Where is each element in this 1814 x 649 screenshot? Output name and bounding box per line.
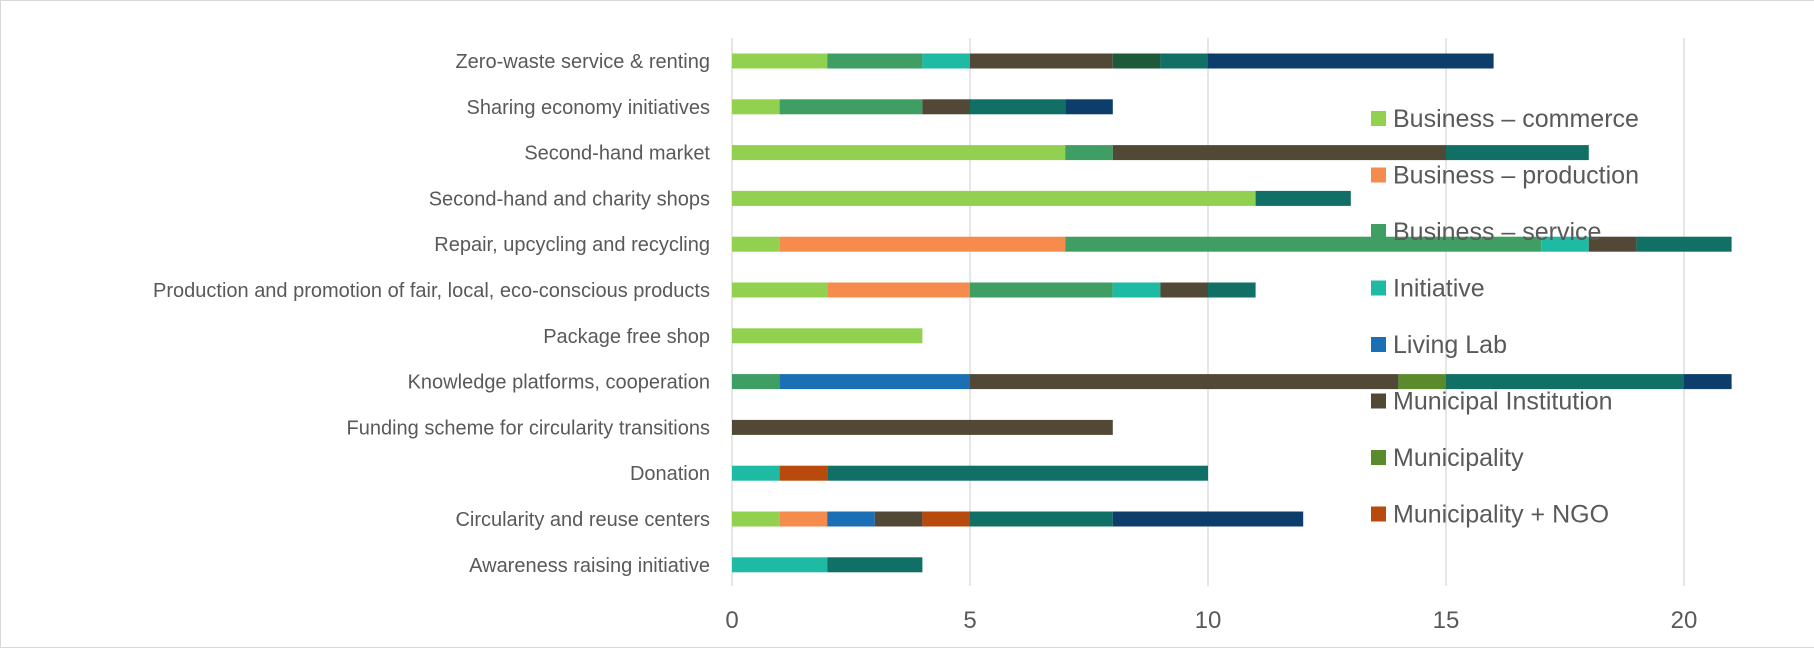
bar-segment	[970, 282, 1113, 298]
category-label: Circularity and reuse centers	[455, 509, 710, 531]
legend: Business – commerce Business – production…	[1371, 105, 1639, 529]
bar-segment	[827, 465, 1208, 481]
bars	[732, 53, 1732, 573]
category-label: Package free shop	[543, 326, 710, 348]
legend-label: Business – commerce	[1393, 105, 1639, 133]
bar-segment	[874, 511, 923, 527]
bar-segment	[779, 511, 828, 527]
category-label: Sharing economy initiatives	[467, 97, 710, 119]
category-labels: Zero-waste service & renting Sharing econ…	[153, 51, 710, 577]
x-tick-label: 5	[963, 607, 976, 634]
bar-segment	[1636, 236, 1732, 252]
legend-label: Living Lab	[1393, 331, 1507, 359]
bar-segment	[970, 511, 1113, 527]
legend-label: Initiative	[1393, 275, 1485, 303]
bar-segment	[732, 328, 923, 344]
bar-segment	[732, 236, 780, 252]
legend-swatch	[1371, 167, 1386, 183]
x-tick-label: 15	[1433, 607, 1460, 634]
bar-segment	[1112, 53, 1161, 69]
bar-segment	[1112, 282, 1161, 298]
legend-swatch	[1371, 393, 1386, 409]
bar-segment	[970, 374, 1399, 390]
bar-segment	[1160, 53, 1208, 69]
bar-segment	[779, 99, 923, 115]
bar-segment	[1446, 145, 1589, 161]
bar-segment	[779, 465, 828, 481]
legend-swatch	[1371, 111, 1386, 126]
bar-segment	[970, 53, 1113, 69]
legend-label: Municipality	[1393, 444, 1524, 472]
bar-segment	[1255, 190, 1351, 206]
legend-label: Business – service	[1393, 218, 1601, 246]
category-label: Zero-waste service & renting	[455, 51, 710, 73]
bar-segment	[732, 465, 780, 481]
legend-swatch	[1371, 506, 1386, 522]
bar-segment	[1684, 374, 1732, 390]
bar-segment	[970, 99, 1066, 115]
bar-segment	[732, 53, 828, 69]
bar-segment	[1208, 282, 1256, 298]
category-label: Donation	[630, 463, 710, 485]
bar-segment	[732, 99, 780, 115]
bar-segment	[827, 53, 923, 69]
grid-lines	[731, 38, 1685, 586]
bar-segment	[1541, 236, 1589, 252]
bar-segment	[779, 236, 1066, 252]
bar-segment	[732, 145, 1066, 161]
bar-segment	[732, 282, 828, 298]
bar-segment	[1398, 374, 1446, 390]
category-label: Production and promotion of fair, local,…	[153, 280, 710, 302]
bar-segment	[732, 190, 1256, 206]
bar-segment	[827, 511, 875, 527]
bar-segment	[1112, 511, 1304, 527]
legend-label: Municipal Institution	[1393, 388, 1613, 416]
category-label: Funding scheme for circularity transitio…	[347, 417, 710, 439]
bar-segment	[1065, 145, 1113, 161]
bar-segment	[1160, 282, 1208, 298]
legend-swatch	[1371, 280, 1386, 296]
bar-segment	[1065, 236, 1542, 252]
category-label: Second-hand market	[524, 143, 710, 165]
x-tick-label: 20	[1671, 607, 1698, 634]
x-tick-label: 0	[725, 607, 738, 634]
bar-segment	[1446, 374, 1684, 390]
legend-label: Business – production	[1393, 162, 1639, 190]
bar-segment	[779, 374, 970, 390]
bar-segment	[1208, 53, 1494, 69]
bar-segment	[732, 557, 828, 573]
bar-segment	[1065, 99, 1113, 115]
bar-segment	[922, 511, 970, 527]
bar-segment	[732, 511, 780, 527]
bar-segment	[732, 419, 1113, 435]
x-tick-label: 10	[1195, 607, 1222, 634]
legend-swatch	[1371, 337, 1386, 352]
category-label: Awareness raising initiative	[469, 555, 710, 577]
legend-swatch	[1371, 450, 1386, 465]
bar-segment	[827, 282, 970, 298]
bar-segment	[922, 53, 970, 69]
category-label: Knowledge platforms, cooperation	[408, 372, 710, 394]
bar-segment	[1588, 236, 1637, 252]
legend-swatch	[1371, 224, 1386, 239]
category-label: Second-hand and charity shops	[429, 188, 710, 210]
bar-segment	[732, 374, 780, 390]
bar-segment	[1112, 145, 1446, 161]
x-axis-tick-labels: 0510152025	[725, 607, 1698, 634]
category-label: Repair, upcycling and recycling	[434, 234, 710, 256]
bar-segment	[922, 99, 970, 115]
legend-label: Municipality + NGO	[1393, 501, 1609, 529]
bar-segment	[827, 557, 923, 573]
